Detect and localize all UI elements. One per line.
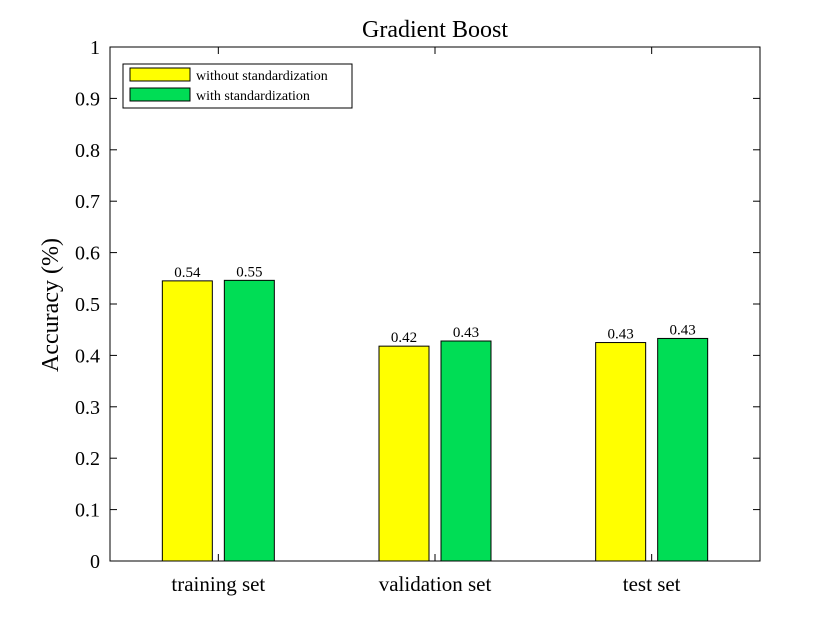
y-tick-label: 1 bbox=[90, 37, 100, 59]
y-tick-label: 0.8 bbox=[75, 140, 100, 162]
y-tick-label: 0.2 bbox=[75, 448, 100, 470]
legend-swatch bbox=[129, 67, 191, 82]
bar-data-label: 0.55 bbox=[236, 264, 262, 280]
y-axis-label: Accuracy (%) bbox=[38, 238, 64, 372]
legend-swatch bbox=[129, 87, 191, 102]
axes-box bbox=[109, 46, 761, 562]
y-tick-label: 0.4 bbox=[75, 345, 100, 367]
bar-data-label: 0.54 bbox=[174, 265, 201, 281]
bar bbox=[657, 337, 709, 562]
y-tick-label: 0.3 bbox=[75, 397, 100, 419]
bar-data-label: 0.43 bbox=[453, 325, 479, 341]
bar bbox=[440, 340, 492, 562]
legend-label: without standardization bbox=[196, 69, 328, 84]
bar bbox=[223, 279, 275, 562]
x-tick-label: validation set bbox=[379, 572, 492, 596]
y-tick-label: 0 bbox=[90, 551, 100, 573]
legend-label: with standardization bbox=[196, 89, 310, 104]
bar-data-label: 0.43 bbox=[670, 322, 696, 338]
bar bbox=[595, 342, 647, 562]
plot-area: 0 0.1 0.2 0.3 0.4 0.5 0.6 0.7 0.8 0.9 1 training se… bbox=[75, 37, 760, 596]
y-tick-label: 0.7 bbox=[75, 191, 100, 213]
y-tick-label: 0.9 bbox=[75, 88, 100, 110]
y-tick-label: 0.1 bbox=[75, 500, 100, 522]
bar-data-label: 0.42 bbox=[391, 330, 417, 346]
y-tick-label: 0.5 bbox=[75, 294, 100, 316]
legend: without standardization with standardizat… bbox=[122, 63, 353, 109]
bar-data-label: 0.43 bbox=[608, 327, 634, 343]
y-tick-label: 0.6 bbox=[75, 243, 100, 265]
bar bbox=[378, 345, 430, 562]
bar bbox=[161, 280, 213, 562]
x-tick-label: test set bbox=[623, 572, 681, 596]
x-tick-label: training set bbox=[171, 572, 265, 596]
chart-title: Gradient Boost bbox=[362, 17, 508, 43]
